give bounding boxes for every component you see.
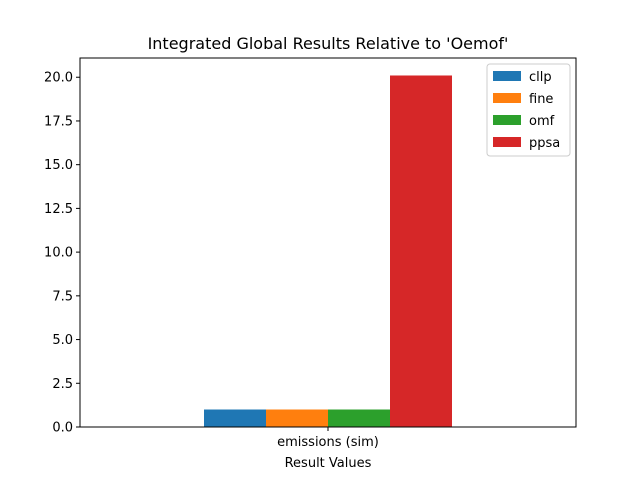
x-axis: emissions (sim) xyxy=(277,427,379,450)
y-tick-label: 10.0 xyxy=(44,246,73,261)
bar-fine xyxy=(266,409,328,427)
bar-ppsa xyxy=(390,75,452,428)
bar-omf xyxy=(328,409,390,427)
bar-cllp xyxy=(204,409,266,427)
chart-title: Integrated Global Results Relative to 'O… xyxy=(148,34,509,53)
legend-swatch-omf xyxy=(493,115,521,125)
legend: cllp fine omf ppsa xyxy=(486,63,571,157)
x-tick-label: emissions (sim) xyxy=(277,435,379,450)
x-axis-label: Result Values xyxy=(285,456,372,471)
legend-label-cllp: cllp xyxy=(529,70,552,85)
legend-label-ppsa: ppsa xyxy=(529,136,560,151)
y-tick-label: 5.0 xyxy=(52,333,73,348)
legend-swatch-fine xyxy=(493,93,521,103)
y-tick-label: 7.5 xyxy=(52,289,73,304)
y-tick-label: 15.0 xyxy=(44,158,73,173)
bars-group xyxy=(204,75,452,428)
y-tick-label: 17.5 xyxy=(44,114,73,129)
legend-box xyxy=(486,63,571,157)
legend-label-fine: fine xyxy=(529,92,553,107)
y-tick-label: 0.0 xyxy=(52,421,73,436)
legend-swatch-ppsa xyxy=(493,137,521,147)
y-tick-label: 2.5 xyxy=(52,377,73,392)
legend-label-omf: omf xyxy=(529,114,555,129)
y-axis: 0.0 2.5 5.0 7.5 10.0 12.5 15.0 17.5 20.0 xyxy=(44,71,80,436)
legend-swatch-cllp xyxy=(493,71,521,81)
y-tick-label: 20.0 xyxy=(44,71,73,86)
y-tick-label: 12.5 xyxy=(44,202,73,217)
